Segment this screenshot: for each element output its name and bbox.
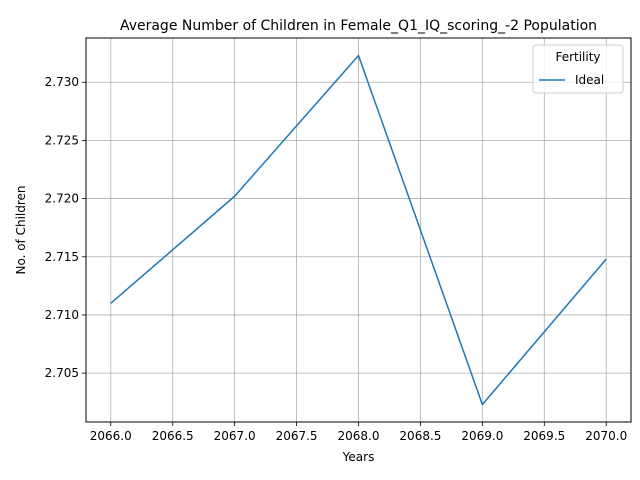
- x-axis-label: Years: [342, 450, 375, 464]
- x-tick-label: 2069.0: [461, 429, 503, 443]
- x-axis-ticks: 2066.0 2066.5 2067.0 2067.5 2068.0 2068.5 2069…: [90, 422, 627, 443]
- y-tick-label: 2.725: [45, 133, 79, 147]
- y-axis-ticks: 2.705 2.710 2.715 2.720 2.725 2.730: [45, 75, 86, 380]
- y-tick-label: 2.730: [45, 75, 79, 89]
- legend-label-ideal: Ideal: [575, 73, 604, 87]
- y-tick-label: 2.720: [45, 192, 79, 206]
- x-tick-label: 2070.0: [585, 429, 627, 443]
- y-axis-label: No. of Children: [14, 185, 28, 274]
- series-line-ideal: [110, 54, 607, 406]
- x-tick-label: 2068.0: [338, 429, 380, 443]
- series-layer: [110, 54, 607, 406]
- x-tick-label: 2067.5: [276, 429, 318, 443]
- x-tick-label: 2067.0: [214, 429, 256, 443]
- y-tick-label: 2.705: [45, 366, 79, 380]
- legend: Fertility Ideal: [532, 44, 624, 94]
- y-tick-label: 2.715: [45, 250, 79, 264]
- legend-box: [532, 44, 624, 94]
- x-tick-label: 2068.5: [399, 429, 441, 443]
- x-tick-label: 2066.5: [152, 429, 194, 443]
- grid-lines: [86, 38, 631, 422]
- x-tick-label: 2069.5: [523, 429, 565, 443]
- legend-title: Fertility: [555, 50, 600, 64]
- chart-title: Average Number of Children in Female_Q1_…: [120, 18, 597, 34]
- x-tick-label: 2066.0: [90, 429, 132, 443]
- y-tick-label: 2.710: [45, 308, 79, 322]
